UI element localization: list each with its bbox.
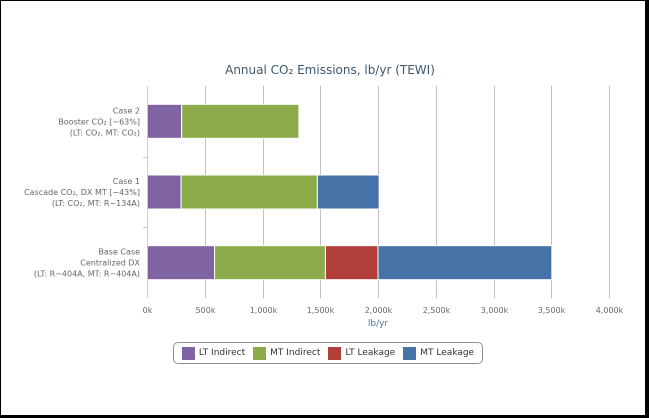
- bar-segment[interactable]: [146, 103, 183, 139]
- bar-segment[interactable]: [146, 174, 182, 210]
- bar-segment[interactable]: [324, 245, 379, 281]
- chart-title: Annual CO₂ Emissions, lb/yr (TEWI): [225, 63, 435, 77]
- legend-item[interactable]: LT Leakage: [328, 346, 396, 360]
- y-category-label: Booster CO₂ [−63%]: [58, 117, 140, 126]
- y-category-label: (LT: CO₂, MT: CO₂): [70, 128, 140, 137]
- y-category-label: Base Case: [98, 248, 140, 257]
- legend-label: LT Leakage: [345, 348, 396, 358]
- y-category-label: Cascade CO₂, DX MT [−43%]: [24, 188, 140, 197]
- bar-segment[interactable]: [377, 245, 553, 281]
- x-tick-label: 1,500k: [307, 306, 335, 315]
- legend-swatch: [181, 346, 195, 360]
- legend-item[interactable]: MT Indirect: [253, 346, 321, 360]
- legend-swatch: [253, 346, 267, 360]
- bar-segment[interactable]: [316, 174, 380, 210]
- bar-segment[interactable]: [181, 103, 300, 139]
- bar-segment[interactable]: [214, 245, 326, 281]
- x-tick-label: 2,000k: [365, 306, 393, 315]
- legend: LT Indirect MT Indirect LT Leakage MT Leaka…: [173, 342, 483, 364]
- legend-item[interactable]: LT Indirect: [181, 346, 246, 360]
- legend-swatch: [328, 346, 342, 360]
- legend-item[interactable]: MT Leakage: [403, 346, 475, 360]
- legend-label: LT Indirect: [198, 348, 246, 358]
- x-tick-label: 2,500k: [423, 306, 451, 315]
- bar-segment[interactable]: [146, 245, 216, 281]
- y-category-label: (LT: CO₂, MT: R−134A): [52, 199, 140, 208]
- x-tick-label: 500k: [196, 306, 216, 315]
- axes: 0k 500k 1,000k 1,500k 2,000k 2,500k 3,000k 3,50…: [24, 86, 624, 315]
- x-axis-label: lb/yr: [368, 319, 389, 329]
- legend-label: MT Leakage: [420, 348, 475, 358]
- x-tick-label: 0k: [143, 306, 153, 315]
- x-tick-label: 3,000k: [481, 306, 509, 315]
- y-category-label: Case 1: [113, 177, 140, 186]
- y-category-label: Case 2: [113, 106, 140, 115]
- y-category-label: Centralized DX: [80, 259, 140, 268]
- legend-label: MT Indirect: [270, 348, 321, 358]
- bar-segment[interactable]: [180, 174, 318, 210]
- legend-swatch: [403, 346, 417, 360]
- y-category-label: (LT: R−404A, MT: R−404A): [34, 270, 140, 279]
- x-tick-label: 4,000k: [596, 306, 624, 315]
- x-tick-label: 3,500k: [538, 306, 566, 315]
- x-tick-label: 1,000k: [250, 306, 278, 315]
- bars: [146, 103, 553, 281]
